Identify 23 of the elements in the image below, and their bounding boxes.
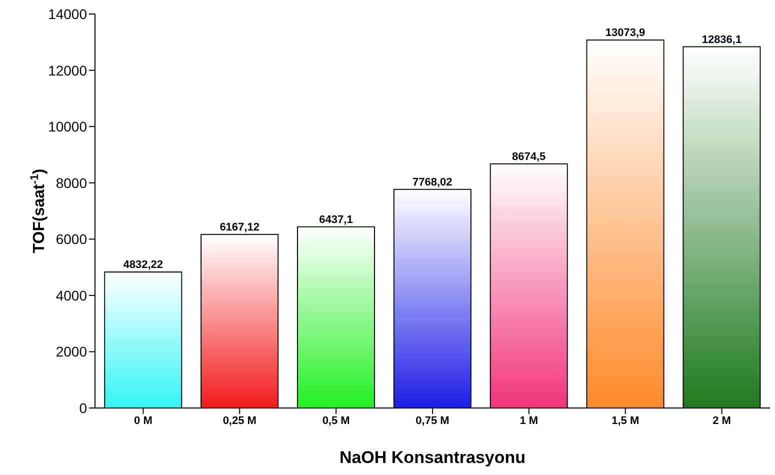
data-label: 4832,22 — [123, 259, 164, 272]
y-tick-label: 8000 — [56, 174, 88, 191]
x-tick-label: 0,25 M — [222, 414, 256, 427]
data-label: 6437,1 — [319, 214, 353, 226]
x-tick-label: 0,75 M — [416, 414, 450, 427]
y-tick-label: 2000 — [56, 344, 88, 360]
x-tick-label: 0,5 M — [322, 414, 350, 427]
y-tick-label: 10000 — [48, 118, 88, 135]
data-label: 6167,12 — [220, 221, 260, 234]
x-axis-title: NaOH Konsantrasyonu — [339, 448, 526, 467]
x-tick-label: 0 M — [134, 414, 152, 427]
data-label: 7768,02 — [412, 176, 452, 188]
y-tick-label: 0 — [79, 400, 88, 416]
y-tick-label: 14000 — [48, 6, 88, 22]
x-tick-label: 1 M — [520, 414, 538, 427]
y-tick-label: 6000 — [56, 231, 88, 248]
x-tick-label: 2 M — [712, 414, 731, 427]
x-tick-label: 1,5 M — [612, 414, 640, 427]
y-tick-label: 4000 — [56, 287, 88, 304]
y-tick-label: 12000 — [48, 62, 88, 78]
data-label: 12836,1 — [702, 34, 742, 46]
data-label: 13073,9 — [605, 27, 646, 40]
data-label: 8674,5 — [512, 150, 546, 163]
